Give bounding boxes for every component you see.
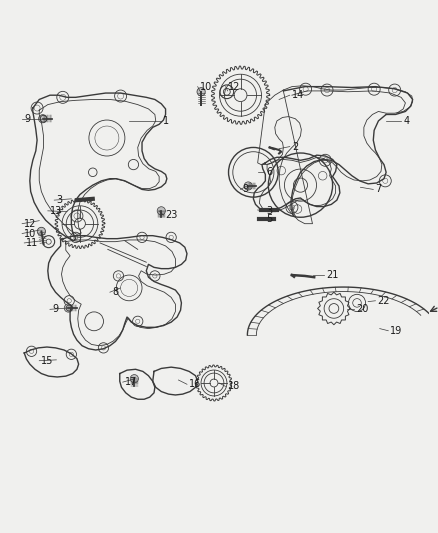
Text: 23: 23 <box>166 210 178 220</box>
Text: 12: 12 <box>228 82 240 92</box>
Text: 5: 5 <box>266 214 272 224</box>
Text: 16: 16 <box>189 379 201 389</box>
Text: 4: 4 <box>403 116 410 126</box>
Text: 14: 14 <box>292 90 304 100</box>
Circle shape <box>197 87 205 96</box>
Text: 20: 20 <box>356 304 368 314</box>
Text: 2: 2 <box>292 142 298 151</box>
Circle shape <box>39 115 47 123</box>
Circle shape <box>37 227 46 236</box>
Text: 19: 19 <box>390 326 403 336</box>
Text: 22: 22 <box>378 296 390 306</box>
Text: 15: 15 <box>41 356 54 366</box>
Circle shape <box>130 375 138 383</box>
Text: 9: 9 <box>52 304 58 314</box>
Text: 12: 12 <box>24 219 37 229</box>
Text: 17: 17 <box>125 377 137 387</box>
Text: 11: 11 <box>26 238 39 248</box>
Text: 7: 7 <box>375 184 381 195</box>
Text: 9: 9 <box>24 114 30 124</box>
Text: 18: 18 <box>228 382 240 391</box>
Text: 9: 9 <box>243 184 249 195</box>
Text: 8: 8 <box>112 287 118 297</box>
Text: 3: 3 <box>57 195 63 205</box>
Circle shape <box>157 207 166 215</box>
Text: 10: 10 <box>200 82 212 92</box>
Circle shape <box>244 182 252 190</box>
Text: 21: 21 <box>326 270 339 280</box>
Text: 1: 1 <box>163 116 170 126</box>
Text: 10: 10 <box>24 229 36 239</box>
Circle shape <box>64 304 72 312</box>
Text: 6: 6 <box>266 167 272 177</box>
Text: 3: 3 <box>266 206 272 216</box>
Text: 13: 13 <box>50 206 62 216</box>
